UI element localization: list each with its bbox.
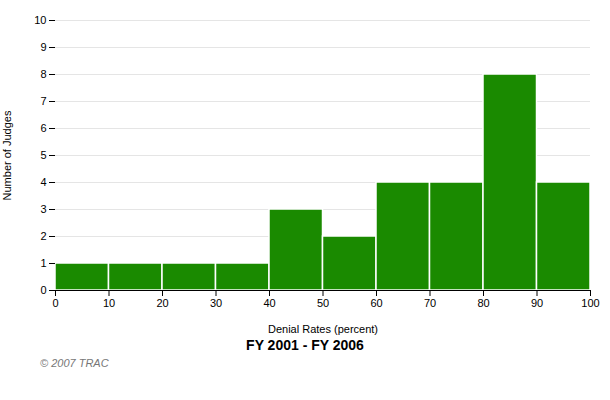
svg-text:30: 30	[210, 297, 222, 309]
svg-text:50: 50	[317, 297, 329, 309]
svg-text:5: 5	[40, 149, 46, 161]
svg-text:60: 60	[370, 297, 382, 309]
svg-text:1: 1	[40, 257, 46, 269]
html-text:© 2007 TRAC: © 2007 TRAC	[40, 357, 109, 369]
svg-text:10: 10	[103, 297, 115, 309]
svg-text:80: 80	[477, 297, 489, 309]
html-text:FY 2001 - FY 2006: FY 2001 - FY 2006	[246, 337, 364, 353]
svg-text:100: 100	[581, 297, 599, 309]
svg-text:Number of Judges: Number of Judges	[1, 110, 13, 200]
svg-text:9: 9	[40, 41, 46, 53]
svg-text:70: 70	[424, 297, 436, 309]
svg-text:7: 7	[40, 95, 46, 107]
svg-text:8: 8	[40, 68, 46, 80]
svg-text:0: 0	[52, 297, 58, 309]
svg-text:Denial Rates (percent): Denial Rates (percent)	[268, 323, 378, 335]
svg-text:6: 6	[40, 122, 46, 134]
svg-text:3: 3	[40, 203, 46, 215]
svg-text:20: 20	[156, 297, 168, 309]
svg-text:4: 4	[40, 176, 46, 188]
svg-text:0: 0	[40, 284, 46, 296]
svg-text:10: 10	[34, 14, 46, 26]
svg-text:2: 2	[40, 230, 46, 242]
svg-text:90: 90	[531, 297, 543, 309]
svg-text:40: 40	[263, 297, 275, 309]
